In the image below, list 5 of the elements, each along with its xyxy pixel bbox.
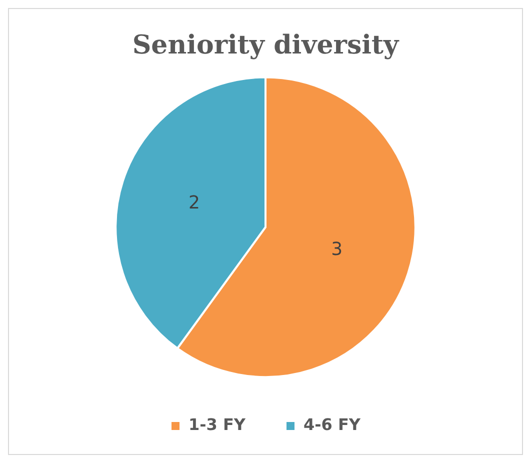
legend-label: 4-6 FY bbox=[304, 415, 361, 434]
data-label: 3 bbox=[331, 238, 343, 260]
legend-label: 1-3 FY bbox=[188, 415, 246, 434]
chart-title: Seniority diversity bbox=[132, 30, 400, 60]
data-label: 2 bbox=[188, 192, 200, 214]
